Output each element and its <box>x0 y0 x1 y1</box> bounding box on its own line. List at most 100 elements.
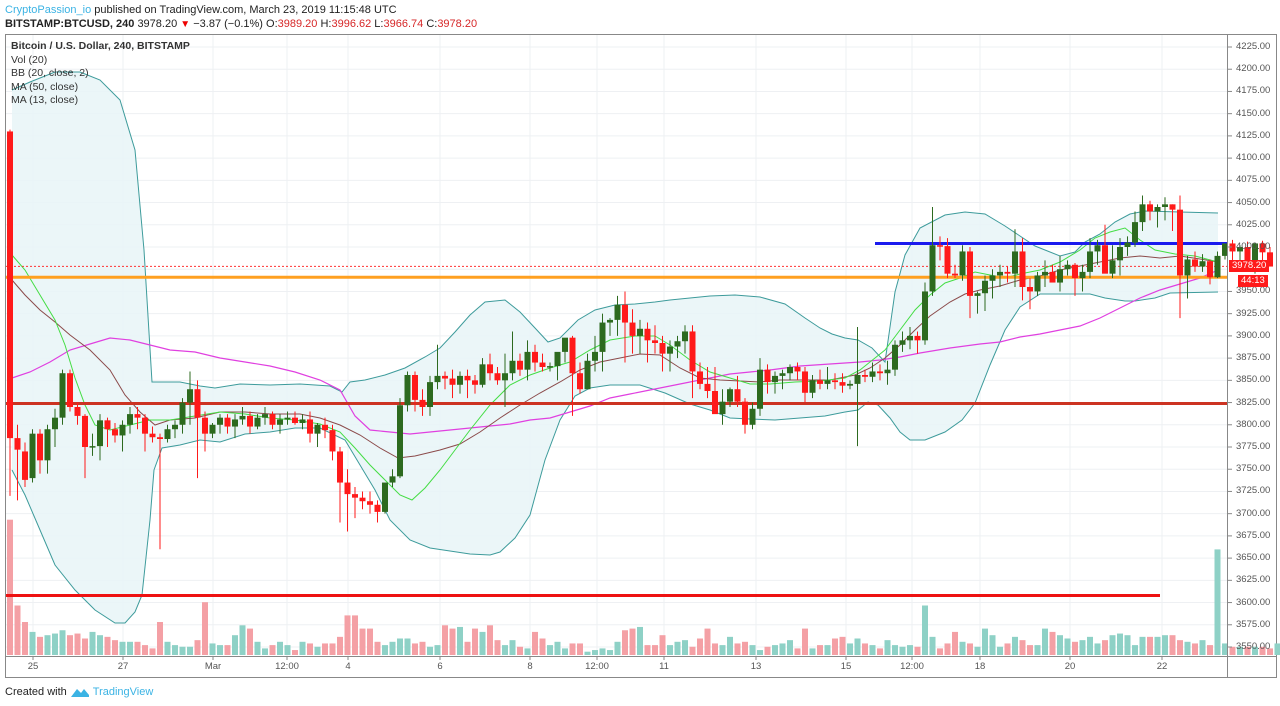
legend-ma13[interactable]: MA (13, close) <box>11 94 79 106</box>
tradingview-link[interactable]: TradingView <box>92 686 154 698</box>
chart-frame <box>5 34 1277 678</box>
bb-lower-line <box>11 291 1219 624</box>
price-tick-label: 3600.00 <box>1236 596 1271 608</box>
time-tick-label: 6 <box>437 661 443 672</box>
volume-bar <box>1027 645 1033 655</box>
volume-bar <box>899 646 906 655</box>
low-value: 3966.74 <box>383 18 424 30</box>
candle-down <box>1102 245 1108 274</box>
volume-bar <box>494 640 501 655</box>
candle-down <box>802 371 808 393</box>
high-value: 3996.62 <box>331 18 372 30</box>
candle-down <box>877 371 883 374</box>
candle-up <box>1199 261 1206 267</box>
volume-bar <box>592 650 598 655</box>
price-tick-label: 4225.00 <box>1236 41 1271 52</box>
candle-down <box>577 373 583 390</box>
candle-down <box>134 414 141 418</box>
volume-bar <box>232 635 238 655</box>
candle-up <box>277 419 283 425</box>
price-tick-label: 4150.00 <box>1236 107 1271 119</box>
footer: Created with TradingView <box>5 686 153 698</box>
candle-down <box>322 424 328 431</box>
volume-bar <box>704 628 711 655</box>
candle-up <box>1094 245 1101 252</box>
volume-bar <box>1064 638 1071 655</box>
candle-down <box>539 362 546 367</box>
candle-down <box>157 437 163 439</box>
volume-bar <box>1184 641 1191 655</box>
candle-down <box>952 273 958 276</box>
volume-bar <box>367 628 373 655</box>
volume-bar <box>952 631 958 655</box>
volume-bar <box>764 646 771 655</box>
volume-bar <box>1094 643 1101 655</box>
volume-bar <box>839 636 846 655</box>
volume-bar <box>967 643 973 655</box>
volume-bar <box>419 641 426 655</box>
volume-bar <box>239 625 246 655</box>
volume-bar <box>652 645 658 655</box>
volume-bar <box>1259 646 1266 655</box>
price-tick-label: 3650.00 <box>1236 552 1271 564</box>
candle-down <box>1267 252 1273 267</box>
volume-bar <box>629 628 636 655</box>
volume-bar <box>1132 645 1138 655</box>
candle-down <box>472 380 478 385</box>
candle-up <box>284 417 291 420</box>
candle-down <box>142 417 148 434</box>
bollinger-fill <box>12 72 1218 623</box>
candle-up <box>1154 207 1161 212</box>
volume-bar <box>1237 646 1243 655</box>
candle-up <box>209 424 216 434</box>
legend-volume[interactable]: Vol (20) <box>11 53 48 66</box>
candle-up <box>164 429 171 439</box>
candle-up <box>44 429 51 461</box>
candle-up <box>427 382 433 407</box>
volume-bar <box>637 626 643 655</box>
volume-bar <box>1012 636 1018 655</box>
candle-down <box>292 417 298 423</box>
low-label: L: <box>374 18 384 30</box>
candle-down <box>1207 261 1213 278</box>
candle-up <box>382 482 388 512</box>
volume-bar <box>1199 640 1206 655</box>
volume-bar <box>667 645 673 655</box>
candle-down <box>1049 271 1056 283</box>
volume-bar <box>479 631 486 655</box>
author-link[interactable]: CryptoPassion_io <box>5 4 92 16</box>
candle-down <box>689 331 696 372</box>
volume-bar <box>832 638 838 655</box>
volume-bar <box>1154 636 1161 655</box>
volume-bar <box>794 648 801 655</box>
price-axis-divider <box>1227 34 1228 678</box>
candle-up <box>554 351 561 367</box>
volume-bar <box>187 646 193 655</box>
volume-bar <box>52 633 58 655</box>
candle-down <box>449 378 456 385</box>
candle-down <box>442 375 448 379</box>
candle-up <box>1012 251 1018 274</box>
legend-bollinger-bands[interactable]: BB (20, close, 2) <box>11 67 89 79</box>
volume-bar <box>1079 640 1086 655</box>
volume-bar <box>509 640 516 655</box>
volume-bar <box>194 640 201 655</box>
candle-down <box>367 501 373 505</box>
volume-bar <box>127 641 133 655</box>
legend-ma50[interactable]: MA (50, close) <box>11 80 79 93</box>
volume-bar <box>1244 646 1251 655</box>
volume-bar <box>734 643 741 655</box>
candle-down <box>7 131 13 439</box>
volume-bar <box>824 645 831 655</box>
candle-down <box>967 251 973 296</box>
volume-bar <box>1057 635 1063 655</box>
candle-up <box>389 476 396 483</box>
candle-down <box>569 337 576 374</box>
volume-bar <box>1147 636 1153 655</box>
candle-down <box>22 451 28 480</box>
candle-up <box>254 417 261 427</box>
price-tick-label: 4050.00 <box>1236 196 1271 208</box>
price-tick-label: 3725.00 <box>1236 485 1271 497</box>
candle-down <box>1169 204 1176 210</box>
